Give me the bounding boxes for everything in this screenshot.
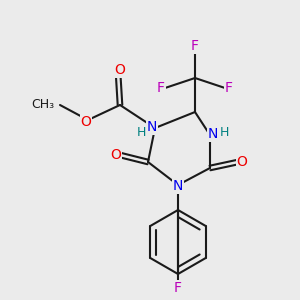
- Text: H: H: [219, 125, 229, 139]
- Text: H: H: [136, 127, 146, 140]
- Text: N: N: [147, 120, 157, 134]
- Text: F: F: [225, 81, 233, 95]
- Text: O: O: [111, 148, 122, 162]
- Text: O: O: [81, 115, 92, 129]
- Text: O: O: [115, 63, 125, 77]
- Text: F: F: [191, 39, 199, 53]
- Text: F: F: [157, 81, 165, 95]
- Text: N: N: [173, 179, 183, 193]
- Text: CH₃: CH₃: [31, 98, 54, 112]
- Text: N: N: [208, 127, 218, 141]
- Text: F: F: [174, 281, 182, 295]
- Text: O: O: [237, 155, 248, 169]
